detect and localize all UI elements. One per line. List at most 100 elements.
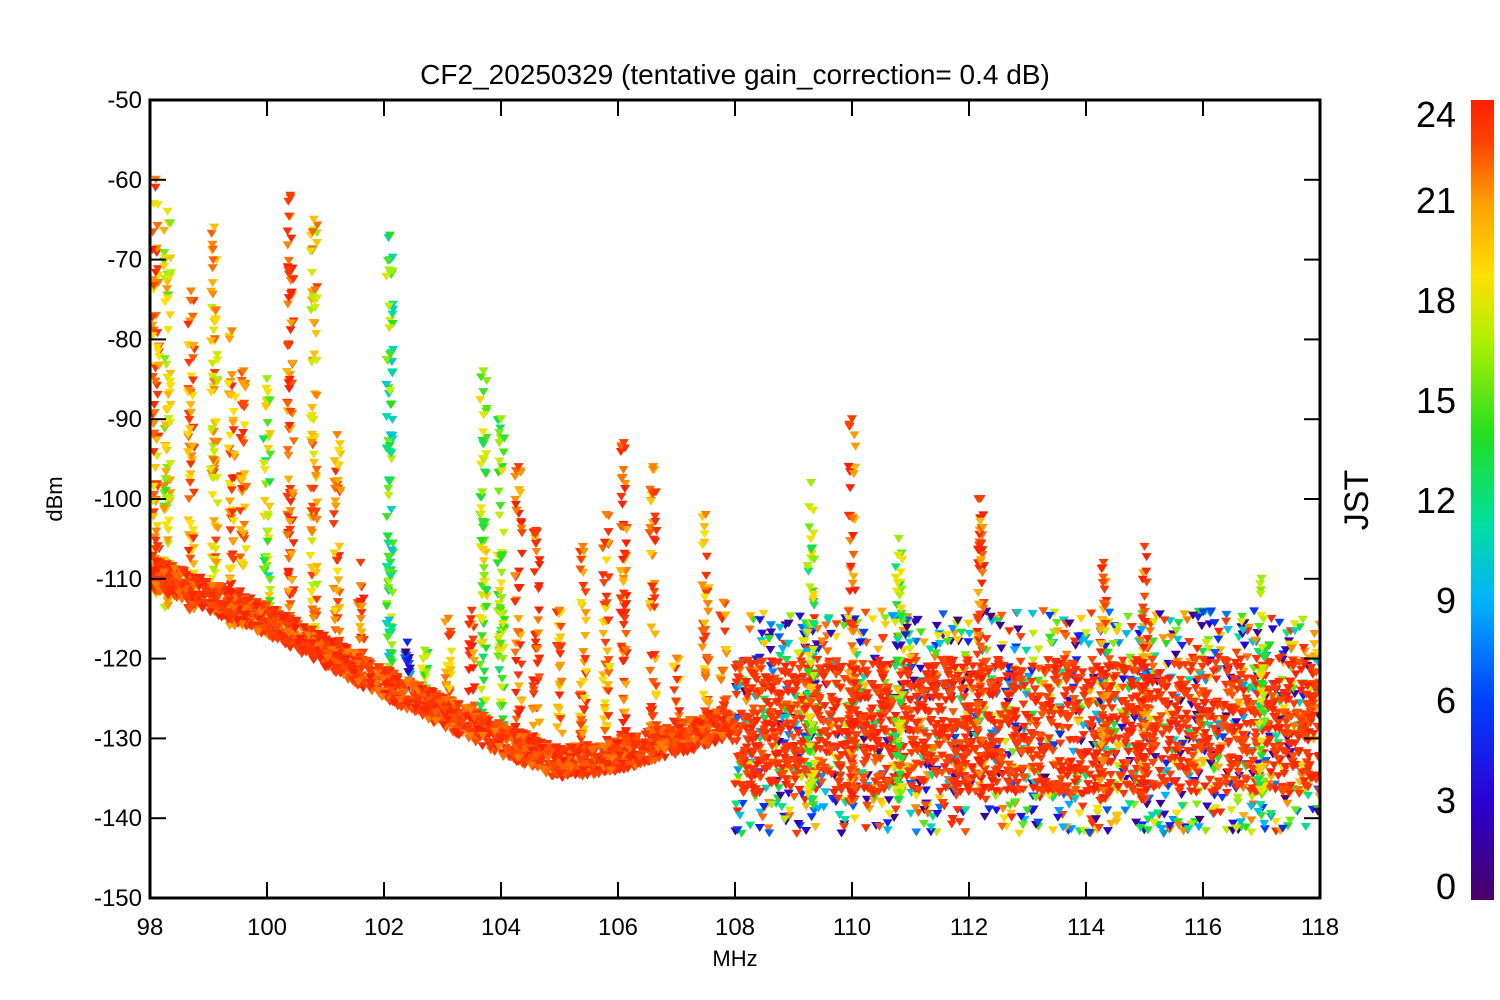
signal-point xyxy=(1099,585,1110,594)
floor-point xyxy=(1268,742,1279,751)
broadband-point xyxy=(759,714,770,723)
broadband-point xyxy=(897,618,908,627)
signal-point xyxy=(476,685,487,694)
broadband-point xyxy=(801,827,812,836)
signal-point xyxy=(282,399,293,408)
broadband-point xyxy=(908,676,919,685)
broadband-point xyxy=(919,638,930,647)
signal-point xyxy=(580,588,591,597)
broadband-point xyxy=(1113,762,1124,771)
broadband-point xyxy=(1047,826,1058,835)
signal-point xyxy=(598,629,609,638)
signal-point xyxy=(498,448,509,457)
broadband-point xyxy=(779,815,790,824)
broadband-point xyxy=(1120,806,1131,815)
floor-point xyxy=(1031,717,1042,726)
signal-point xyxy=(973,616,984,625)
signal-point xyxy=(332,556,343,565)
signal-point xyxy=(599,726,610,735)
broadband-point xyxy=(963,638,974,647)
floor-point xyxy=(1192,768,1203,777)
signal-point xyxy=(478,411,489,420)
broadband-point xyxy=(1012,609,1023,618)
floor-point xyxy=(1185,667,1196,676)
signal-point xyxy=(282,241,293,250)
broadband-point xyxy=(1204,721,1215,730)
broadband-point xyxy=(785,612,796,621)
broadband-point xyxy=(759,640,770,649)
signal-point xyxy=(890,618,901,627)
signal-point xyxy=(228,407,239,416)
broadband-point xyxy=(1027,609,1038,618)
broadband-point xyxy=(974,781,985,790)
floor-point xyxy=(942,759,953,768)
broadband-point xyxy=(1204,644,1215,653)
signal-point xyxy=(224,497,235,506)
broadband-point xyxy=(1286,644,1297,653)
broadband-point xyxy=(1136,625,1147,634)
broadband-point xyxy=(929,653,940,662)
broadband-point xyxy=(876,607,887,616)
broadband-point xyxy=(1171,809,1182,818)
signal-point xyxy=(617,500,628,509)
broadband-point xyxy=(858,628,869,637)
broadband-point xyxy=(825,629,836,638)
broadband-point xyxy=(1164,822,1175,831)
broadband-point xyxy=(1277,824,1288,833)
floor-point xyxy=(895,671,906,680)
signal-peak xyxy=(466,606,477,615)
broadband-point xyxy=(1209,619,1220,628)
broadband-point xyxy=(1158,634,1169,643)
broadband-point xyxy=(1013,625,1024,634)
signal-point xyxy=(498,528,509,537)
broadband-point xyxy=(965,708,976,717)
broadband-point xyxy=(823,616,834,625)
signal-point xyxy=(478,653,489,662)
signal-point xyxy=(669,686,680,695)
broadband-point xyxy=(1169,758,1180,767)
broadband-point xyxy=(1252,629,1263,638)
broadband-point xyxy=(979,812,990,821)
broadband-point xyxy=(811,640,822,649)
broadband-point xyxy=(1044,611,1055,620)
floor-point xyxy=(1174,727,1185,736)
broadband-point xyxy=(1205,759,1216,768)
floor-point xyxy=(1226,763,1237,772)
signal-point xyxy=(533,616,544,625)
broadband-point xyxy=(820,788,831,797)
signal-point xyxy=(848,572,859,581)
broadband-point xyxy=(980,795,991,804)
floor-point xyxy=(777,764,788,773)
broadband-point xyxy=(765,646,776,655)
broadband-point xyxy=(1221,610,1232,619)
broadband-point xyxy=(1183,825,1194,834)
signal-point xyxy=(621,539,632,548)
floor-point xyxy=(1165,770,1176,779)
broadband-point xyxy=(1172,635,1183,644)
floor-point xyxy=(1222,688,1233,697)
broadband-point xyxy=(745,612,756,621)
broadband-point xyxy=(883,796,894,805)
signal-point xyxy=(446,647,457,656)
broadband-point xyxy=(910,804,921,813)
broadband-point xyxy=(754,824,765,833)
signal-point xyxy=(207,279,218,288)
broadband-point xyxy=(1055,730,1066,739)
floor-point xyxy=(1054,757,1065,766)
broadband-point xyxy=(1161,759,1172,768)
signal-point xyxy=(511,715,522,724)
broadband-point xyxy=(1102,827,1113,836)
broadband-point xyxy=(1017,821,1028,830)
signal-point xyxy=(618,696,629,705)
floor-point xyxy=(873,656,884,665)
broadband-point xyxy=(1043,738,1054,747)
broadband-point xyxy=(1260,825,1271,834)
broadband-point xyxy=(892,642,903,651)
broadband-point xyxy=(1184,638,1195,647)
broadband-point xyxy=(1135,823,1146,832)
broadband-point xyxy=(839,823,850,832)
floor-point xyxy=(808,704,819,713)
signal-point xyxy=(208,326,219,335)
broadband-point xyxy=(1158,829,1169,838)
broadband-point xyxy=(773,784,784,793)
